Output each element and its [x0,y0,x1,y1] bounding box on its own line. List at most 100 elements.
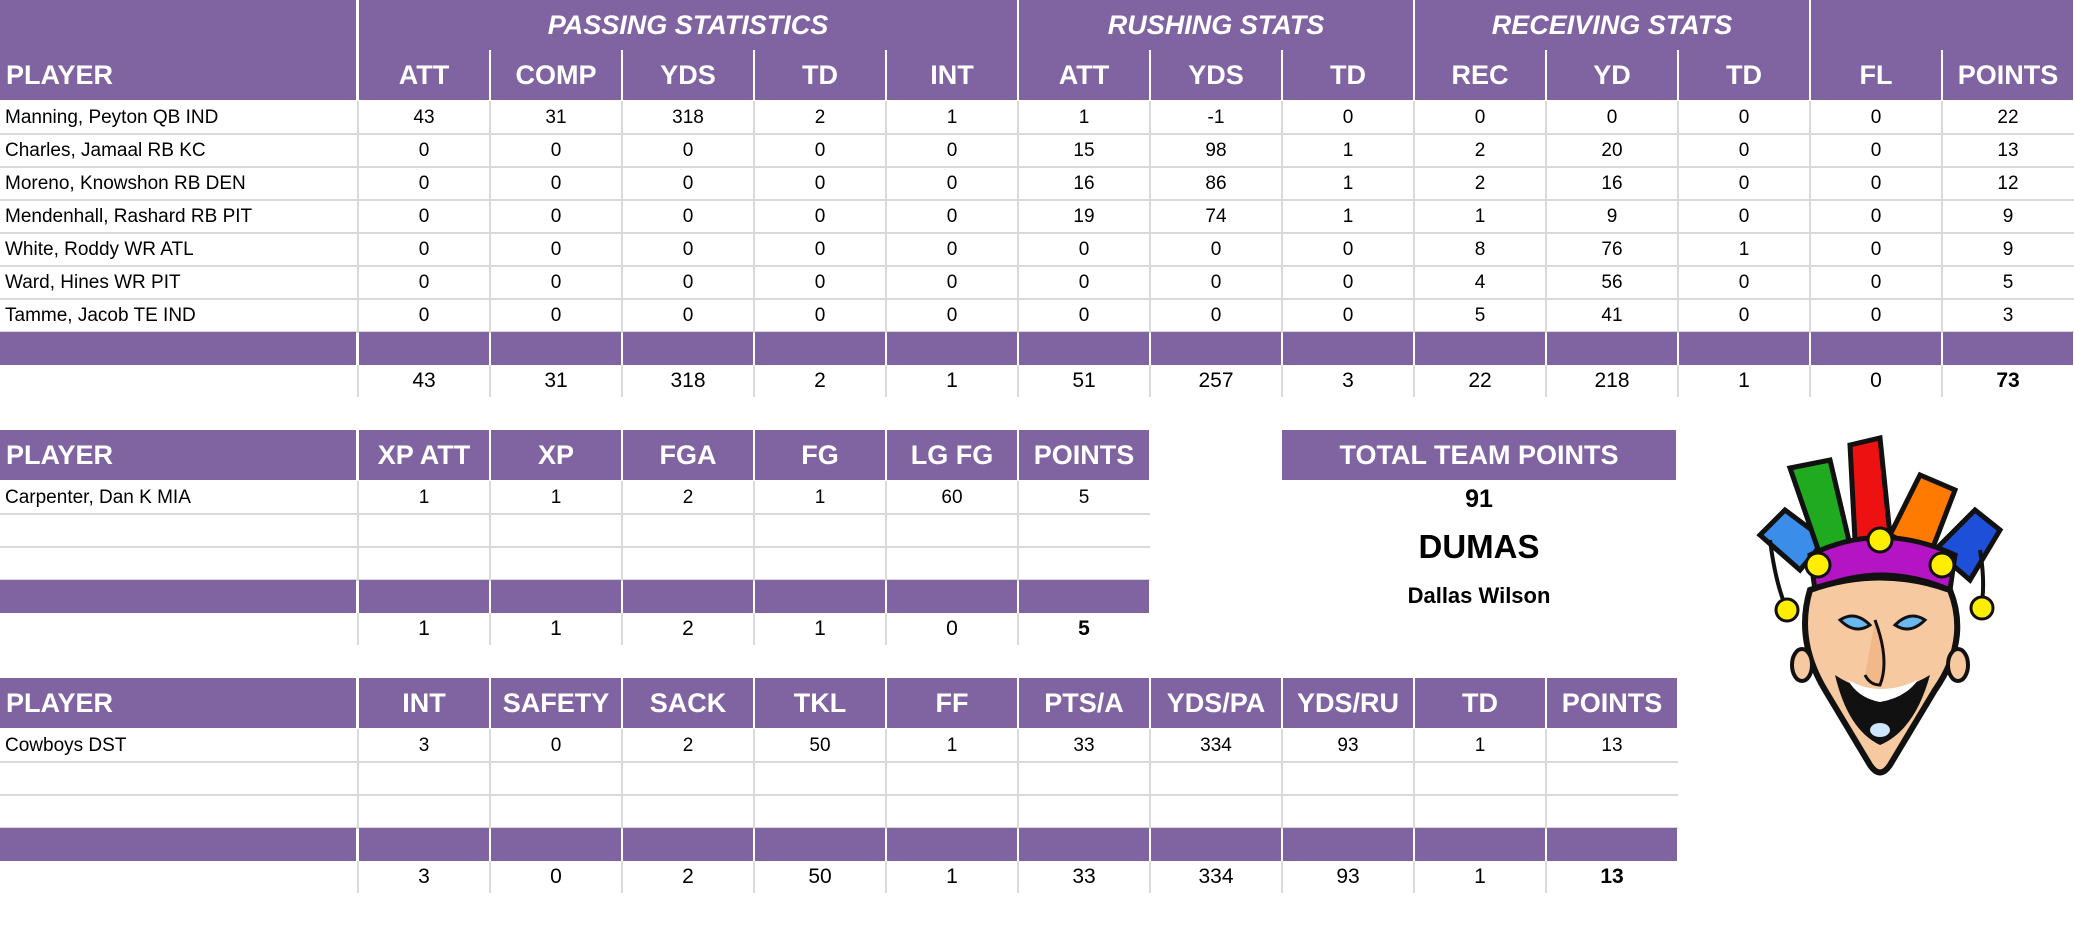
offense-stat-cell[interactable]: 19 [1073,205,1095,227]
offense-column-header[interactable]: TD [1330,59,1366,90]
offense-stat-cell[interactable]: 0 [814,139,826,161]
defense-stat-cell[interactable] [359,795,489,828]
offense-column-header[interactable]: TD [802,59,838,90]
kicker-stat-cell[interactable]: 1 [418,486,430,508]
offense-stat-cell[interactable]: 0 [814,172,826,194]
kicker-stat-cell[interactable]: 5 [1078,486,1090,508]
offense-stat-cell[interactable]: 12 [1997,172,2019,194]
defense-stat-cell[interactable]: 13 [1601,734,1623,756]
offense-stat-cell[interactable]: 5 [1474,304,1486,326]
offense-stat-cell[interactable]: 0 [946,238,958,260]
offense-column-header[interactable]: ATT [1058,59,1110,90]
offense-stat-cell[interactable]: 0 [1210,271,1222,293]
offense-column-header[interactable]: COMP [515,59,597,90]
defense-column-header[interactable]: SACK [649,687,727,718]
kicker-stat-cell[interactable] [359,547,489,580]
offense-stat-cell[interactable]: -1 [1207,106,1225,128]
kicker-column-header[interactable]: FGA [659,439,717,470]
defense-stat-cell[interactable]: 33 [1073,734,1095,756]
kicker-stat-cell[interactable] [359,514,489,547]
kicker-stat-cell[interactable]: 1 [550,486,562,508]
kicker-stat-cell[interactable] [887,514,1017,547]
defense-stat-cell[interactable]: 50 [809,734,831,756]
offense-stat-cell[interactable]: 0 [1738,172,1750,194]
offense-stat-cell[interactable]: 0 [1870,205,1882,227]
offense-column-header[interactable]: INT [930,59,974,90]
kicker-column-header[interactable]: XP ATT [377,439,471,470]
offense-stat-cell[interactable]: 0 [814,271,826,293]
offense-stat-cell[interactable]: 31 [545,106,567,128]
offense-stat-cell[interactable]: 0 [682,139,694,161]
offense-player-name[interactable]: Ward, Hines WR PIT [5,271,181,293]
offense-stat-cell[interactable]: 0 [1870,106,1882,128]
offense-stat-cell[interactable]: 0 [1342,304,1354,326]
kicker-player-name[interactable] [0,547,356,580]
offense-stat-cell[interactable]: 0 [1342,238,1354,260]
offense-stat-cell[interactable]: 0 [682,238,694,260]
kicker-stat-cell[interactable] [887,547,1017,580]
defense-stat-cell[interactable] [1151,795,1281,828]
offense-stat-cell[interactable]: 0 [682,271,694,293]
offense-stat-cell[interactable]: 0 [1870,271,1882,293]
offense-stat-cell[interactable]: 0 [1474,106,1486,128]
defense-stat-cell[interactable] [1283,762,1413,795]
offense-stat-cell[interactable]: 0 [1738,304,1750,326]
offense-player-name[interactable]: Tamme, Jacob TE IND [5,304,196,326]
defense-stat-cell[interactable] [1547,795,1677,828]
offense-stat-cell[interactable]: 0 [946,304,958,326]
offense-stat-cell[interactable]: 0 [1870,172,1882,194]
offense-stat-cell[interactable]: 0 [946,139,958,161]
offense-stat-cell[interactable]: 1 [1342,205,1354,227]
offense-stat-cell[interactable]: 13 [1997,139,2019,161]
defense-stat-cell[interactable]: 2 [682,734,694,756]
offense-stat-cell[interactable]: 16 [1601,172,1623,194]
defense-stat-cell[interactable] [755,795,885,828]
offense-stat-cell[interactable]: 0 [946,205,958,227]
offense-stat-cell[interactable]: 0 [946,271,958,293]
offense-stat-cell[interactable]: 56 [1601,271,1623,293]
offense-stat-cell[interactable]: 0 [682,205,694,227]
offense-stat-cell[interactable]: 76 [1601,238,1623,260]
offense-stat-cell[interactable]: 0 [550,139,562,161]
offense-stat-cell[interactable]: 0 [814,304,826,326]
kicker-stat-cell[interactable] [491,547,621,580]
offense-stat-cell[interactable]: 0 [1870,238,1882,260]
defense-stat-cell[interactable] [1019,795,1149,828]
offense-stat-cell[interactable]: 0 [1342,271,1354,293]
offense-column-header[interactable]: YDS [660,59,716,90]
defense-stat-cell[interactable] [623,795,753,828]
kicker-stat-cell[interactable] [623,514,753,547]
defense-column-header[interactable]: POINTS [1561,687,1663,718]
defense-stat-cell[interactable]: 334 [1200,734,1232,756]
offense-stat-cell[interactable]: 0 [814,238,826,260]
offense-player-name[interactable]: White, Roddy WR ATL [5,238,194,260]
defense-stat-cell[interactable] [887,795,1017,828]
offense-stat-cell[interactable]: 0 [1210,304,1222,326]
defense-stat-cell[interactable] [1547,762,1677,795]
defense-stat-cell[interactable]: 93 [1337,734,1359,756]
kicker-stat-cell[interactable] [491,514,621,547]
defense-stat-cell[interactable] [1415,762,1545,795]
offense-stat-cell[interactable]: 318 [672,106,704,128]
defense-column-header[interactable]: YDS/RU [1296,687,1399,718]
defense-stat-cell[interactable] [1415,795,1545,828]
offense-column-header[interactable]: TD [1726,59,1762,90]
offense-stat-cell[interactable]: 1 [1738,238,1750,260]
offense-stat-cell[interactable]: 0 [550,271,562,293]
defense-stat-cell[interactable] [1283,795,1413,828]
offense-stat-cell[interactable]: 86 [1205,172,1227,194]
kicker-column-header[interactable]: PLAYER [6,439,114,470]
offense-stat-cell[interactable]: 9 [2002,238,2014,260]
offense-stat-cell[interactable]: 1 [1474,205,1486,227]
offense-stat-cell[interactable]: 4 [1474,271,1486,293]
offense-stat-cell[interactable]: 0 [1606,106,1618,128]
defense-stat-cell[interactable] [755,762,885,795]
offense-stat-cell[interactable]: 2 [814,106,826,128]
offense-column-header[interactable]: PLAYER [6,59,114,90]
offense-stat-cell[interactable]: 5 [2002,271,2014,293]
offense-stat-cell[interactable]: 98 [1205,139,1227,161]
offense-column-header[interactable]: YDS [1188,59,1244,90]
offense-stat-cell[interactable]: 2 [1474,172,1486,194]
defense-column-header[interactable]: YDS/PA [1166,687,1266,718]
offense-stat-cell[interactable]: 3 [2002,304,2014,326]
